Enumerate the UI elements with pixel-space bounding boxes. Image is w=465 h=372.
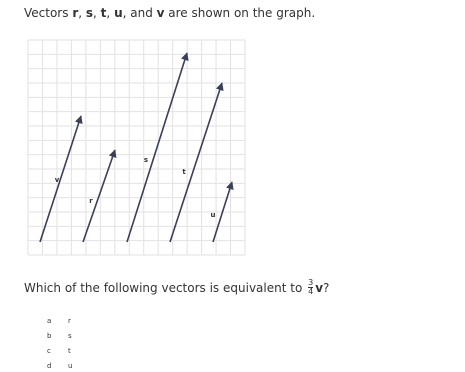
vector-t xyxy=(169,82,224,243)
option-letter: b xyxy=(47,332,52,340)
intro-vector: r xyxy=(72,6,79,20)
intro-text: , xyxy=(78,6,86,20)
vector-r xyxy=(82,149,117,243)
vector-label: v xyxy=(55,176,60,184)
option-letter: a xyxy=(47,317,52,325)
intro-text: , xyxy=(93,6,101,20)
vector-label: s xyxy=(144,156,148,164)
intro-vector: s xyxy=(85,6,94,20)
question-text: Which of the following vectors is equiva… xyxy=(24,280,307,295)
vector-v xyxy=(39,115,83,243)
intro-vector: v xyxy=(156,6,165,20)
vectors xyxy=(39,52,234,243)
intro: Vectors r, s, t, u, and v are shown on t… xyxy=(24,6,315,20)
option-text: t xyxy=(68,347,71,355)
option-text: s xyxy=(68,332,72,340)
option-letter: d xyxy=(47,362,52,370)
numerator: 3 xyxy=(308,278,314,288)
vector-label: r xyxy=(89,197,93,205)
vector-label: u xyxy=(211,211,216,219)
option-text: r xyxy=(68,317,71,325)
option-letter: c xyxy=(47,347,51,355)
vector-u xyxy=(212,181,234,243)
intro-vector: t xyxy=(100,6,107,20)
vector-s xyxy=(126,52,189,243)
denominator: 4 xyxy=(308,287,314,296)
question-vector: v xyxy=(315,280,324,295)
question-end: ? xyxy=(323,280,330,295)
intro-text: , and xyxy=(122,6,157,20)
vector-label: t xyxy=(182,168,186,176)
intro-vector: u xyxy=(114,6,123,20)
question: Which of the following vectors is equiva… xyxy=(24,279,329,296)
intro-text: , xyxy=(106,6,115,20)
grid xyxy=(27,39,246,256)
intro-text: are shown on the graph. xyxy=(164,6,316,20)
intro-text: Vectors xyxy=(24,6,73,20)
option-text: u xyxy=(68,362,73,370)
